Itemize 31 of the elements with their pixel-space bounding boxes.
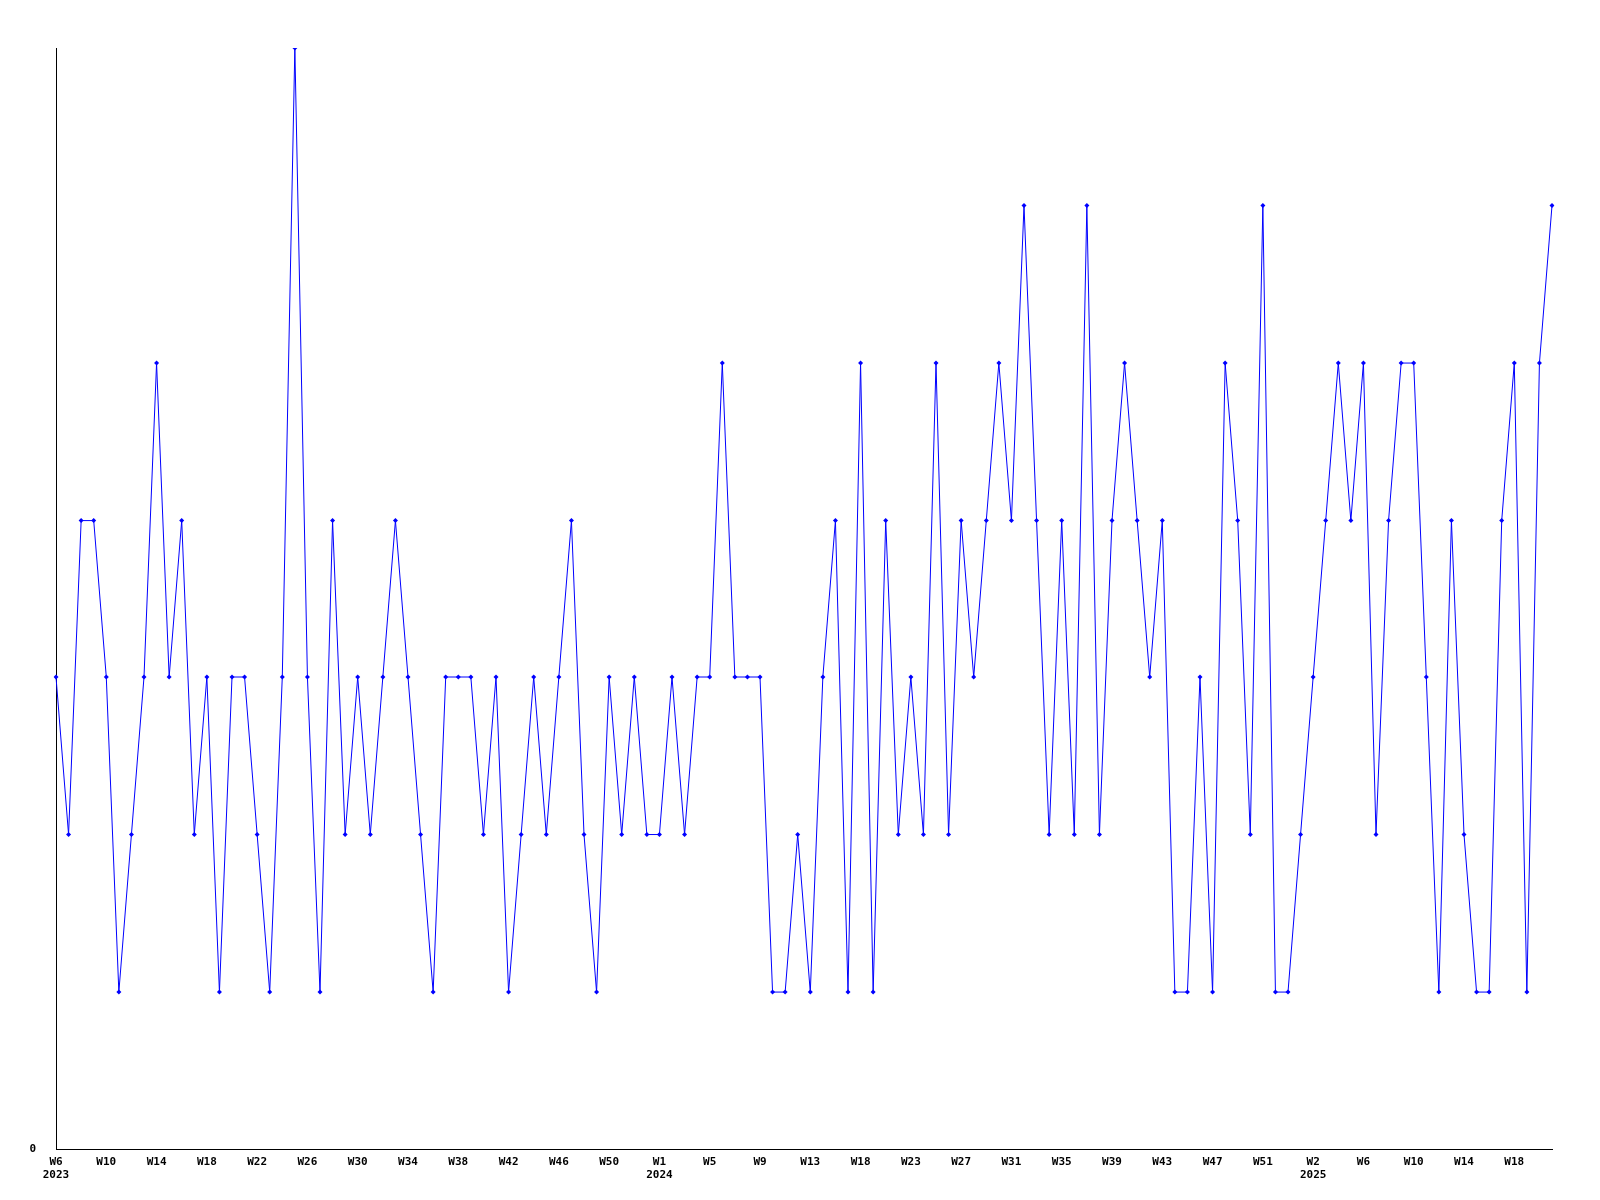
x-tick-label: W22 <box>247 1155 268 1169</box>
x-tick-label: W5 <box>703 1155 717 1169</box>
x-tick-label: W34 <box>398 1155 419 1169</box>
x-tick-label: W13 <box>800 1155 821 1169</box>
x-tick-label: W30 <box>347 1155 368 1169</box>
x-tick-label: W2 2025 <box>1299 1155 1327 1182</box>
x-tick-label: W38 <box>448 1155 469 1169</box>
x-tick-label: W6 <box>1356 1155 1371 1169</box>
x-tick-label: W14 <box>1454 1155 1475 1169</box>
x-tick-label: W10 <box>96 1155 117 1169</box>
x-tick-label: W47 <box>1202 1155 1223 1169</box>
x-tick-label: W1 2024 <box>646 1155 674 1182</box>
x-tick-label: W26 <box>297 1155 318 1169</box>
x-tick-label: W35 <box>1051 1155 1072 1169</box>
x-tick-label: W43 <box>1152 1155 1173 1169</box>
x-tick-label: W51 <box>1252 1155 1274 1169</box>
x-tick-label: W27 <box>951 1155 972 1169</box>
x-tick-label: W18 <box>1504 1155 1525 1169</box>
x-tick-label: W9 <box>753 1155 767 1169</box>
x-tick-label: W39 <box>1102 1155 1122 1169</box>
x-tick-label: W18 <box>196 1155 217 1169</box>
x-tick-label: W31 <box>1001 1155 1022 1169</box>
x-tick-label: W14 <box>146 1155 167 1169</box>
x-tick-label: W23 <box>900 1155 921 1169</box>
x-tick-label: W50 <box>599 1155 620 1169</box>
x-tick-label: W18 <box>850 1155 871 1169</box>
x-tick-label: W46 <box>548 1155 570 1169</box>
x-tick-label: W42 <box>498 1155 519 1169</box>
text: 0 <box>29 1142 36 1156</box>
x-tick-label: W6 2023 <box>42 1155 70 1182</box>
x-tick-label: W10 <box>1403 1155 1424 1169</box>
